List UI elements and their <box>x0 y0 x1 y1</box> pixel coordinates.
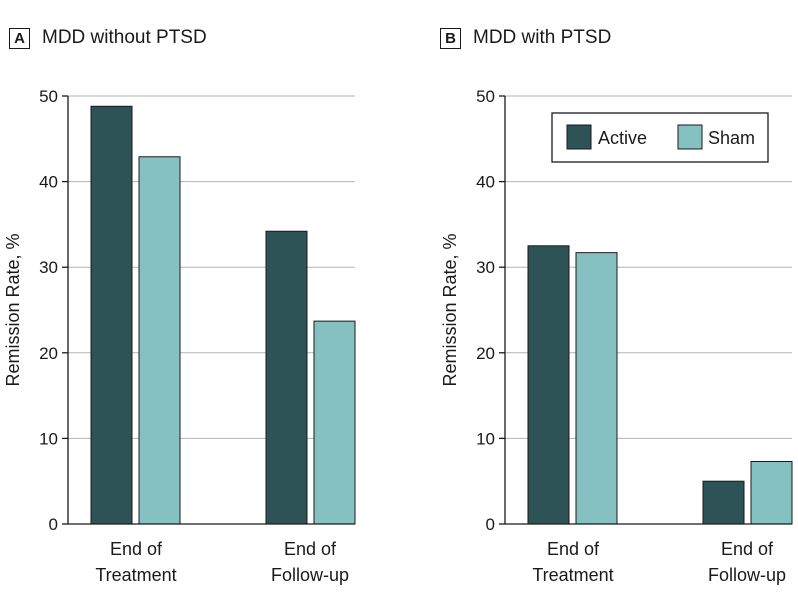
y-tick-label: 50 <box>476 87 495 106</box>
x-category-label: End of <box>284 539 337 559</box>
y-tick-label: 40 <box>39 173 58 192</box>
panel-b-title: MDD with PTSD <box>473 27 612 48</box>
legend-swatch-active <box>566 124 592 150</box>
legend-label-sham: Sham <box>708 128 755 148</box>
panel-a-letter: A <box>9 27 30 49</box>
legend-label-active: Active <box>598 128 647 148</box>
bar-sham-end-of-treatment <box>575 252 618 525</box>
panel-a-title: MDD without PTSD <box>42 27 207 48</box>
bar-active-end-of-treatment <box>90 105 133 525</box>
y-tick-label: 50 <box>39 87 58 106</box>
x-category-label: End of <box>547 539 600 559</box>
y-axis-label: Remission Rate, % <box>3 233 23 386</box>
panel-b-header: B MDD with PTSD <box>440 27 611 49</box>
panel-a-header: A MDD without PTSD <box>9 27 207 49</box>
panel-b-letter: B <box>440 27 461 49</box>
x-category-label: Follow-up <box>271 565 349 585</box>
bar-active-end-of-follow-up <box>265 230 308 525</box>
y-tick-label: 10 <box>39 429 58 448</box>
x-category-label: Follow-up <box>708 565 786 585</box>
y-tick-label: 20 <box>39 344 58 363</box>
x-category-label: Treatment <box>95 565 176 585</box>
y-axis-label: Remission Rate, % <box>440 233 460 386</box>
y-tick-label: 40 <box>476 173 495 192</box>
panel-a: A MDD without PTSD <box>9 27 207 49</box>
bar-sham-end-of-follow-up <box>750 461 793 525</box>
y-tick-label: 30 <box>476 258 495 277</box>
y-tick-label: 30 <box>39 258 58 277</box>
legend: Active Sham <box>551 112 769 163</box>
x-category-label: Treatment <box>532 565 613 585</box>
y-tick-label: 0 <box>49 515 58 534</box>
chart-panel-a: 0 10 20 30 40 50 Remission Rate, % End of Treatm… <box>3 87 356 585</box>
bar-active-end-of-follow-up <box>702 480 745 525</box>
y-tick-label: 20 <box>476 344 495 363</box>
bar-sham-end-of-treatment <box>138 156 181 525</box>
y-tick-label: 10 <box>476 429 495 448</box>
bar-active-end-of-treatment <box>527 245 570 525</box>
x-category-label: End of <box>110 539 163 559</box>
y-tick-label: 0 <box>486 515 495 534</box>
chart-panel-b: 0 10 20 30 40 50 Remission Rate, % End of Treatm… <box>440 87 793 585</box>
bar-sham-end-of-follow-up <box>313 320 356 525</box>
legend-swatch-sham <box>677 124 703 150</box>
x-category-label: End of <box>721 539 774 559</box>
